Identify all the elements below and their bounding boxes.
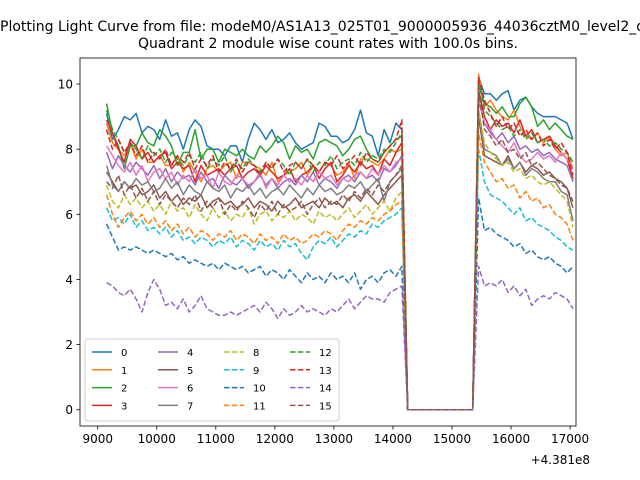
series-line-8 — [105, 109, 574, 411]
series-line-13 — [105, 76, 574, 411]
x-tick-label: 9000 — [82, 432, 113, 446]
chart-title: Quadrant 2 module wise count rates with … — [138, 36, 518, 52]
legend-box — [84, 338, 340, 422]
figure-suptitle: Plotting Light Curve from file: modeM0/A… — [0, 19, 640, 35]
y-tick-label: 8 — [65, 143, 73, 157]
legend-label-3: 3 — [121, 401, 127, 412]
x-tick-label: 16000 — [492, 432, 530, 446]
series-line-14 — [106, 265, 574, 411]
series-layer — [105, 73, 574, 411]
y-tick-label: 0 — [65, 403, 73, 417]
legend-label-13: 13 — [319, 366, 332, 377]
series-line-11 — [105, 132, 574, 411]
legend-label-7: 7 — [187, 401, 193, 412]
x-tick-label: 15000 — [433, 432, 471, 446]
series-line-3 — [105, 89, 574, 411]
x-tick-label: 11000 — [197, 432, 235, 446]
plot-frame — [79, 57, 577, 427]
legend-label-6: 6 — [187, 384, 193, 395]
y-tick-label: 10 — [58, 78, 73, 92]
x-tick-label: 14000 — [374, 432, 412, 446]
legend-label-4: 4 — [187, 348, 193, 359]
legend-label-15: 15 — [319, 401, 332, 412]
legend-label-12: 12 — [319, 348, 332, 359]
legend-label-1: 1 — [121, 366, 127, 377]
legend-label-14: 14 — [319, 384, 332, 395]
y-tick-label: 4 — [65, 273, 73, 287]
x-tick-label: 12000 — [256, 432, 294, 446]
legend-label-0: 0 — [121, 348, 127, 359]
series-line-7 — [105, 109, 574, 411]
series-line-6 — [105, 96, 574, 411]
x-tick-label: 17000 — [551, 432, 589, 446]
series-line-15 — [106, 89, 574, 411]
series-line-10 — [105, 197, 574, 411]
legend-label-9: 9 — [253, 366, 259, 377]
series-line-0 — [105, 76, 574, 411]
series-line-5 — [105, 115, 574, 411]
series-line-12 — [105, 80, 574, 411]
axes-layer: 9000 10000 11000 12000 13000 14000 15000 16000 1… — [58, 57, 590, 467]
y-tick-label: 2 — [65, 338, 73, 352]
x-tick-label: 13000 — [315, 432, 353, 446]
legend-label-8: 8 — [253, 348, 259, 359]
legend-label-5: 5 — [187, 366, 193, 377]
legend-label-10: 10 — [253, 384, 266, 395]
series-line-2 — [105, 83, 574, 411]
x-offset-label: +4.381e8 — [531, 453, 590, 467]
legend-label-11: 11 — [253, 401, 266, 412]
x-tick-label: 10000 — [138, 432, 176, 446]
y-tick-label: 6 — [65, 208, 73, 222]
series-line-1 — [105, 73, 574, 411]
legend-label-2: 2 — [121, 384, 127, 395]
